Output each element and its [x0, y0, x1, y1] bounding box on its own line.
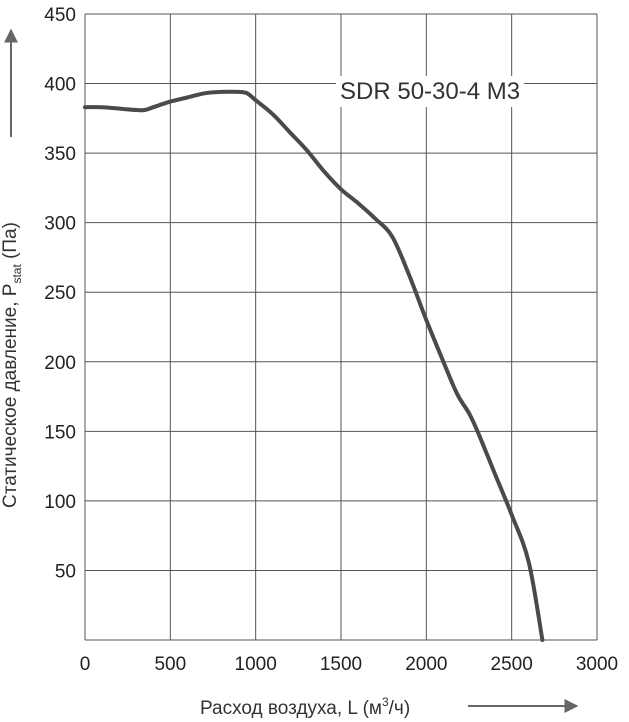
y-tick-label: 250: [44, 283, 76, 304]
y-gridlines: [85, 13, 597, 571]
model-label: SDR 50-30-4 M3: [340, 78, 520, 105]
x-axis-title-tail: /ч): [389, 698, 411, 719]
x-tick-label: 1000: [235, 654, 277, 675]
y-tick-label: 100: [44, 492, 76, 513]
y-axis-title-sub: stat: [10, 264, 24, 284]
x-axis-title-sup: 3: [382, 695, 389, 709]
y-tick-label: 300: [44, 214, 76, 235]
model-label-background: [336, 76, 525, 107]
x-tick-label: 0: [80, 654, 91, 675]
x-tick-label: 3000: [576, 654, 618, 675]
y-tick-label: 50: [55, 561, 76, 582]
y-tick-label: 200: [44, 353, 76, 374]
y-tick-label: 150: [44, 422, 76, 443]
x-axis-title-main: Расход воздуха, L (м: [200, 698, 382, 719]
y-axis-title: Статическое давление, Pstat (Па): [0, 222, 24, 508]
x-axis-title: Расход воздуха, L (м3/ч): [200, 695, 410, 719]
x-tick-label: 500: [154, 654, 186, 675]
x-tick-label: 2500: [491, 654, 533, 675]
series-line: [83, 89, 545, 642]
x-tick-label: 2000: [405, 654, 447, 675]
y-tick-label: 400: [44, 75, 76, 96]
y-axis-title-main: Статическое давление, P: [0, 284, 21, 508]
y-axis-title-tail: (Па): [0, 222, 21, 264]
x-tick-labels: 0 500 1000 1500 2000 2500 3000: [80, 654, 618, 675]
x-tick-label: 1500: [320, 654, 362, 675]
x-gridlines: [84, 14, 598, 641]
y-tick-label: 450: [44, 5, 76, 26]
y-tick-labels: 50 100 150 200 250 300 350 400 450: [44, 5, 76, 582]
y-tick-label: 350: [44, 144, 76, 165]
